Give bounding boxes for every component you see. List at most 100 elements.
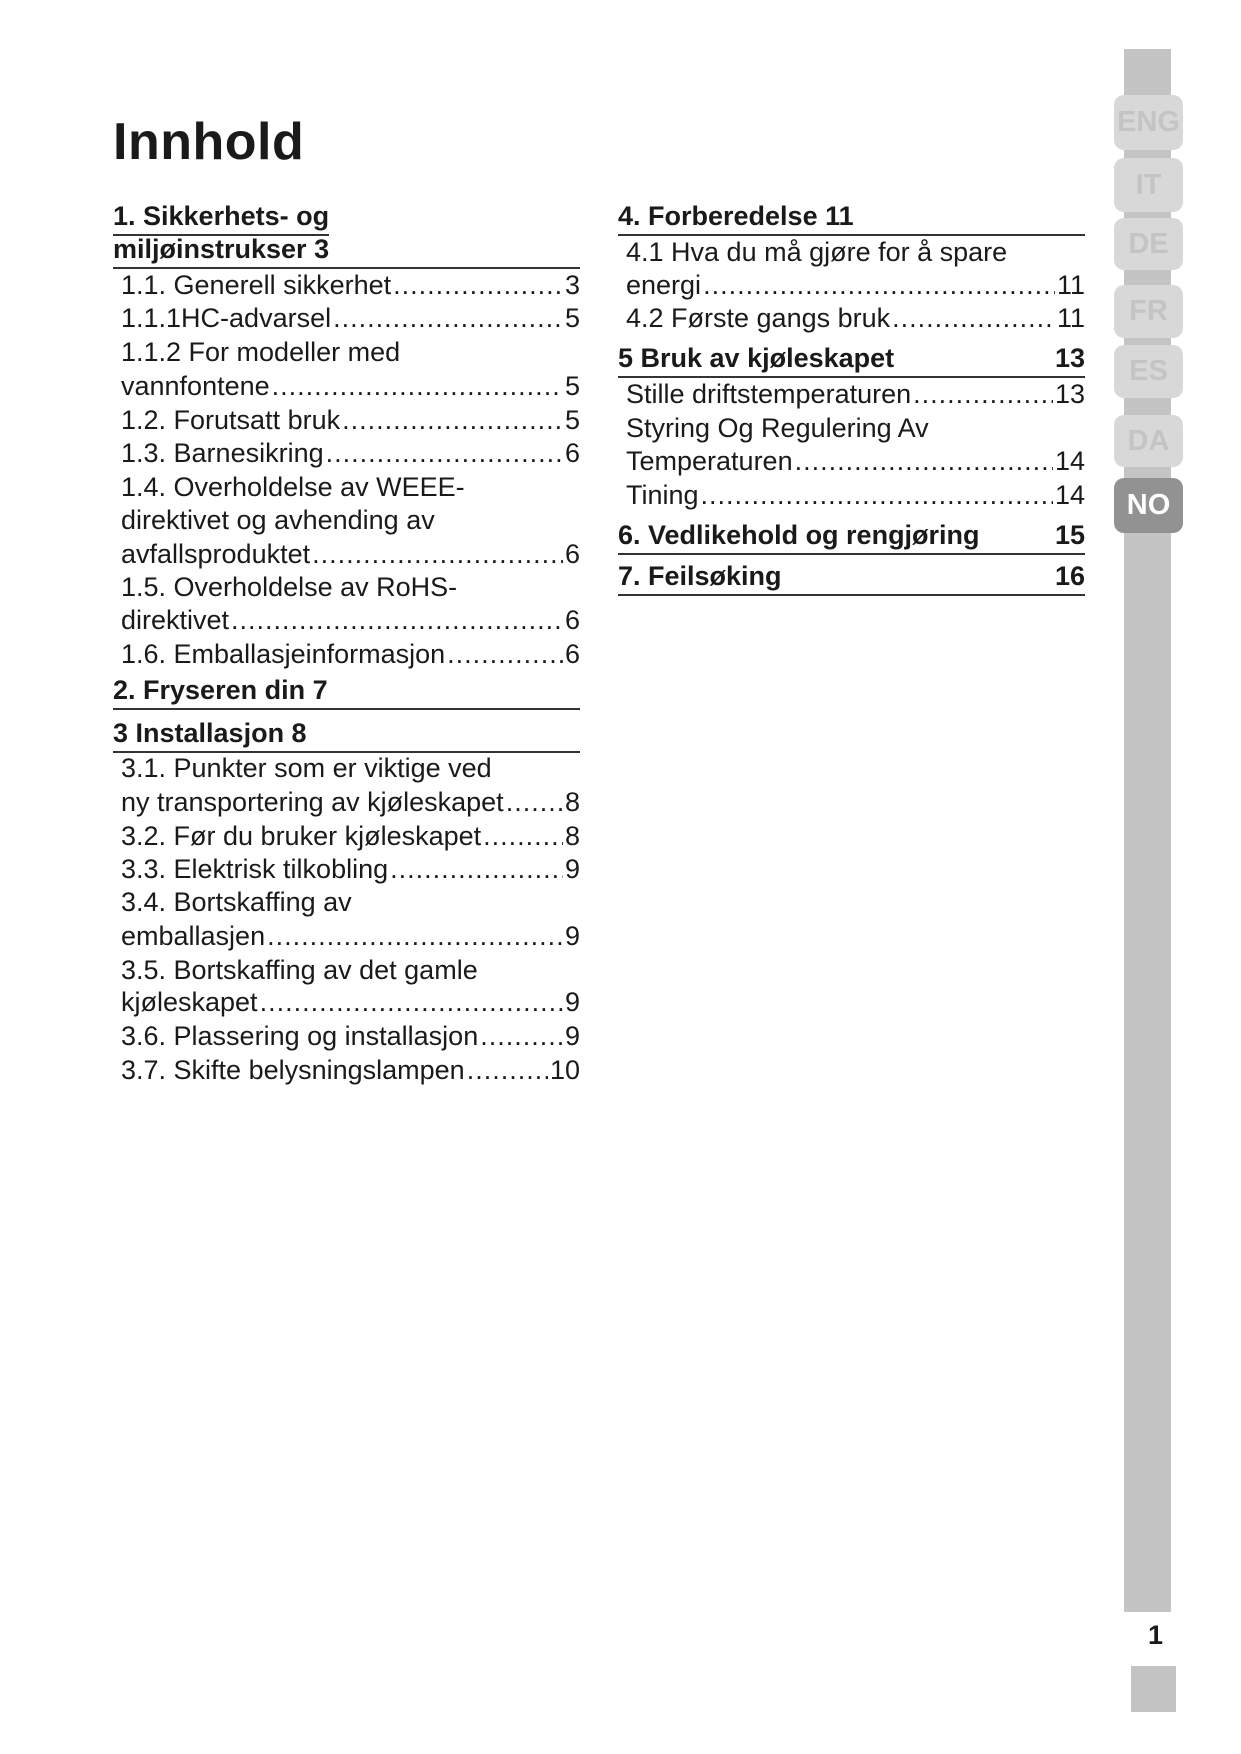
language-tab-fr[interactable]: FR — [1114, 285, 1183, 338]
toc-entry[interactable]: 1.1.1HC-advarsel 5 — [121, 301, 580, 335]
language-tab-de[interactable]: DE — [1114, 218, 1183, 270]
dot-leader — [326, 436, 563, 470]
toc-heading[interactable]: 6. Vedlikehold og rengjøring 15 — [618, 519, 1085, 555]
toc-entry[interactable]: Stille driftstemperaturen 13 — [626, 377, 1085, 411]
toc-entry-label: 1. Sikkerhets- og — [113, 201, 330, 232]
toc-entry-label: 3.4. Bortskaffing av — [121, 887, 352, 918]
toc-entry[interactable]: 3.1. Punkter som er viktige ved — [121, 751, 580, 785]
toc-page-number: 13 — [1054, 342, 1085, 373]
toc-entry[interactable]: 3.3. Elektrisk tilkobling 9 — [121, 852, 580, 886]
toc-entry[interactable]: 4.2 Første gangs bruk 11 — [626, 301, 1085, 335]
dot-leader — [506, 785, 563, 819]
toc-page-number: 5 — [564, 404, 580, 435]
toc-page-number: 9 — [564, 1021, 580, 1052]
toc-entry[interactable]: Styring Og Regulering Av — [626, 411, 1085, 445]
toc-page-number: 5 — [564, 370, 580, 401]
toc-entry[interactable]: avfallsproduktet 6 — [121, 537, 580, 571]
toc-entry[interactable]: direktivet og avhending av — [121, 503, 580, 537]
dot-leader — [390, 852, 563, 886]
toc-entry-label: 1.1.1HC-advarsel — [121, 303, 332, 334]
dot-leader — [795, 444, 1053, 478]
toc-entry[interactable]: vannfontene 5 — [121, 369, 580, 403]
toc-entry[interactable]: 1.1. Generell sikkerhet 3 — [121, 268, 580, 302]
toc-page-number: 6 — [564, 538, 580, 569]
language-tab-es[interactable]: ES — [1114, 345, 1183, 398]
language-tab-no[interactable]: NO — [1114, 478, 1183, 533]
dot-leader — [342, 403, 563, 437]
dot-leader — [483, 819, 563, 853]
toc-page-number: 15 — [1054, 519, 1085, 550]
toc-entry[interactable]: 3.5. Bortskaffing av det gamle — [121, 953, 580, 987]
toc-entry[interactable]: 1.4. Overholdelse av WEEE- — [121, 470, 580, 504]
toc-entry-label: Stille driftstemperaturen — [626, 378, 912, 409]
toc-heading[interactable]: 3 Installasjon 8 — [113, 717, 580, 753]
toc-heading[interactable]: 1. Sikkerhets- og — [113, 200, 330, 237]
page-title: Innhold — [113, 113, 305, 171]
toc-entry-label: Temperaturen — [626, 446, 793, 477]
toc-entry-label: avfallsproduktet — [121, 538, 311, 569]
toc-page-number: 10 — [549, 1054, 580, 1085]
toc-heading[interactable]: 2. Fryseren din 7 — [113, 674, 580, 710]
toc-entry-label: 1.1. Generell sikkerhet — [121, 269, 392, 300]
dot-leader — [913, 377, 1053, 411]
toc-entry-label: 1.1.2 For modeller med — [121, 337, 401, 368]
dot-leader — [701, 478, 1053, 512]
toc-entry-label: direktivet — [121, 604, 230, 635]
toc-entry-label: 1.2. Forutsatt bruk — [121, 404, 341, 435]
toc-page-number: 14 — [1054, 480, 1085, 510]
toc-page-number: 6 — [564, 438, 580, 469]
language-sidebar — [1124, 49, 1171, 1612]
toc-entry[interactable]: 3.2. Før du bruker kjøleskapet 8 — [121, 819, 580, 853]
toc-page-number: 6 — [564, 638, 580, 669]
toc-entry-label: 3 Installasjon 8 — [113, 717, 307, 748]
toc-entry[interactable]: direktivet 6 — [121, 603, 580, 637]
toc-entry-label: 2. Fryseren din 7 — [113, 674, 328, 705]
toc-entry[interactable]: Temperaturen 14 — [626, 444, 1085, 478]
toc-entry-label: energi — [626, 269, 702, 300]
toc-entry-label: direktivet og avhending av — [121, 504, 435, 535]
toc-page-number: 13 — [1054, 378, 1085, 409]
toc-entry[interactable]: 3.7. Skifte belysningslampen 10 — [121, 1053, 580, 1087]
toc-entry-label: 3.1. Punkter som er viktige ved — [121, 753, 492, 784]
toc-entry[interactable]: energi 11 — [626, 268, 1085, 302]
toc-entry[interactable]: 1.1.2 For modeller med — [121, 335, 580, 369]
language-tab-it[interactable]: IT — [1114, 158, 1183, 212]
toc-entry[interactable]: Tining 14 — [626, 478, 1085, 512]
toc-page-number: 9 — [564, 987, 580, 1018]
toc-entry-label: 3.3. Elektrisk tilkobling — [121, 853, 389, 884]
toc-entry-label: emballasjen — [121, 921, 266, 951]
dot-leader — [447, 637, 563, 671]
dot-leader — [892, 301, 1055, 335]
spacer — [894, 342, 1055, 376]
toc-entry-label: kjøleskapet — [121, 987, 258, 1018]
page-number: 1 — [1148, 1620, 1164, 1650]
toc-entry-label: 6. Vedlikehold og rengjøring — [618, 519, 980, 550]
dot-leader — [260, 985, 563, 1019]
toc-entry-label: 1.5. Overholdelse av RoHS- — [121, 572, 458, 603]
toc-entry[interactable]: 1.6. Emballasjeinformasjon 6 — [121, 637, 580, 671]
toc-heading[interactable]: miljøinstrukser 3 — [113, 233, 580, 269]
toc-entry[interactable]: kjøleskapet 9 — [121, 985, 580, 1019]
toc-page-number: 11 — [1056, 269, 1085, 300]
toc-entry[interactable]: emballasjen 9 — [121, 919, 580, 953]
toc-heading[interactable]: 5 Bruk av kjøleskapet 13 — [618, 342, 1085, 378]
toc-entry[interactable]: 1.5. Overholdelse av RoHS- — [121, 570, 580, 604]
toc-entry-label: 7. Feilsøking — [618, 561, 782, 592]
language-tab-eng[interactable]: ENG — [1114, 95, 1183, 150]
toc-entry[interactable]: 1.3. Barnesikring 6 — [121, 436, 580, 470]
toc-entry[interactable]: 1.2. Forutsatt bruk 5 — [121, 403, 580, 437]
toc-entry-label: 1.6. Emballasjeinformasjon — [121, 638, 446, 669]
toc-heading[interactable]: 4. Forberedelse 11 — [618, 200, 1085, 237]
toc-page-number: 14 — [1054, 446, 1085, 477]
language-tab-da[interactable]: DA — [1114, 415, 1183, 467]
toc-page-number: 9 — [564, 921, 580, 951]
toc-entry[interactable]: 3.4. Bortskaffing av — [121, 885, 580, 919]
toc-entry-label: 4.1 Hva du må gjøre for å spare — [626, 237, 1008, 267]
toc-entry-label: vannfontene — [121, 370, 270, 401]
toc-entry[interactable]: 3.6. Plassering og installasjon 9 — [121, 1019, 580, 1053]
toc-entry-label: 3.7. Skifte belysningslampen — [121, 1054, 465, 1085]
toc-heading[interactable]: 7. Feilsøking 16 — [618, 560, 1085, 597]
toc-entry[interactable]: 4.1 Hva du må gjøre for å spare — [626, 235, 1085, 269]
toc-entry[interactable]: ny transportering av kjøleskapet 8 — [121, 785, 580, 819]
toc-page-number: 5 — [564, 303, 580, 334]
